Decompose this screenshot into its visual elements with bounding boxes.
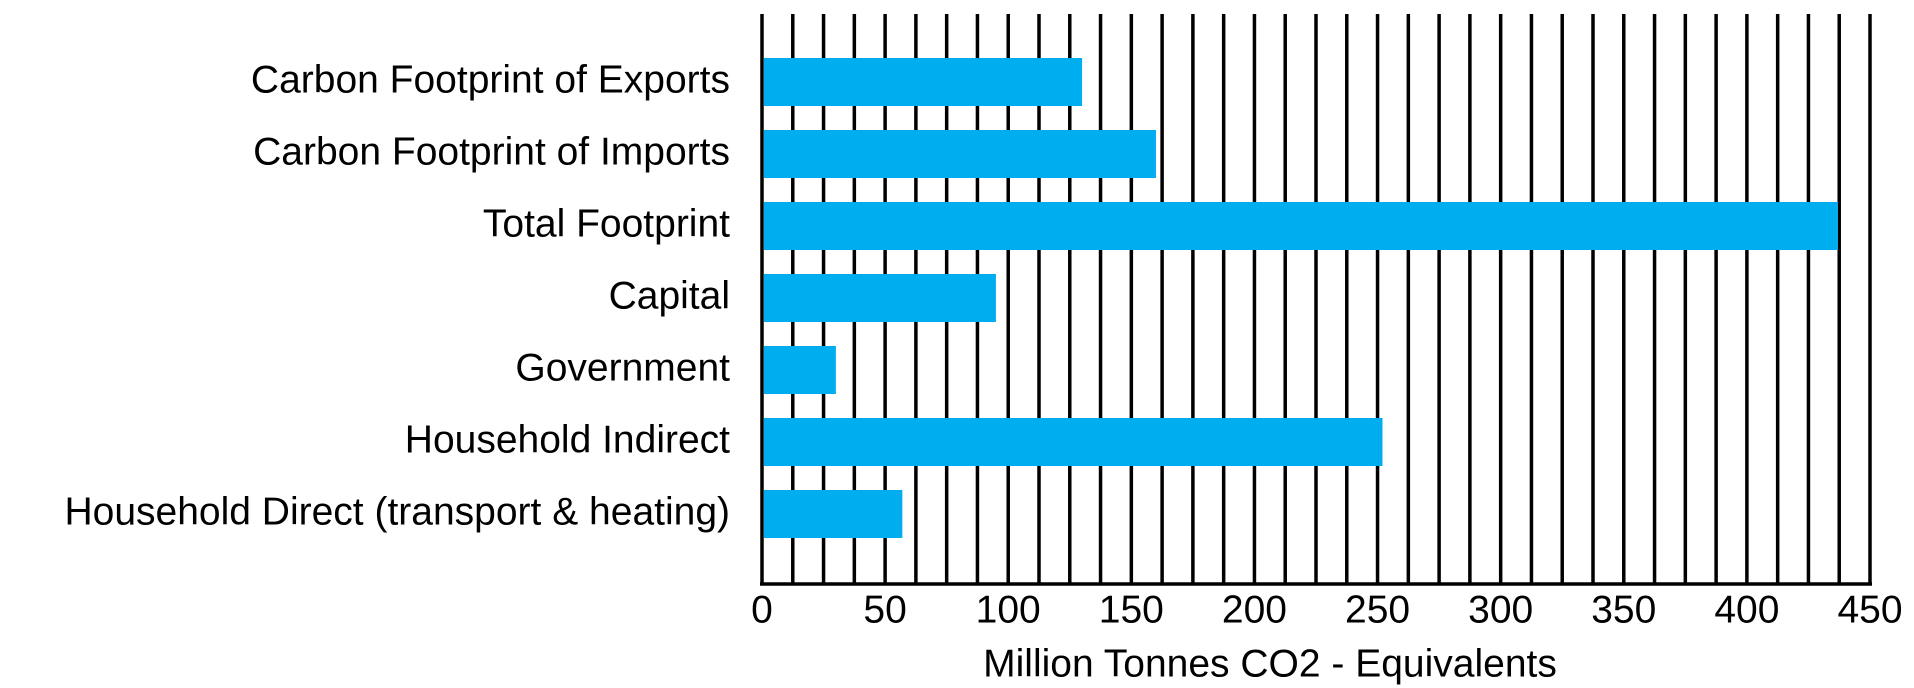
bar (764, 130, 1156, 178)
x-tick-label: 350 (1591, 588, 1656, 631)
x-tick-label: 300 (1468, 588, 1533, 631)
x-tick-label: 400 (1714, 588, 1779, 631)
y-tick-label: Household Direct (transport & heating) (65, 490, 731, 533)
y-tick-label: Total Footprint (483, 202, 730, 245)
x-tick-label: 100 (976, 588, 1041, 631)
x-tick-label: 0 (751, 588, 773, 631)
y-tick-label: Government (515, 346, 730, 389)
x-tick-label: 150 (1099, 588, 1164, 631)
bar (764, 202, 1838, 250)
bar (764, 418, 1383, 466)
x-tick-label: 250 (1345, 588, 1410, 631)
y-tick-label: Carbon Footprint of Imports (253, 130, 730, 173)
x-tick-label: 200 (1222, 588, 1287, 631)
bar (764, 58, 1083, 106)
bar (764, 346, 836, 394)
x-tick-label: 450 (1837, 588, 1902, 631)
x-axis-label: Million Tonnes CO2 - Equivalents (983, 642, 1557, 685)
bar (764, 274, 996, 322)
x-tick-label: 50 (863, 588, 906, 631)
y-tick-label: Capital (609, 274, 730, 317)
y-tick-label: Household Indirect (405, 418, 730, 461)
y-tick-label: Carbon Footprint of Exports (251, 58, 730, 101)
bar (764, 490, 903, 538)
